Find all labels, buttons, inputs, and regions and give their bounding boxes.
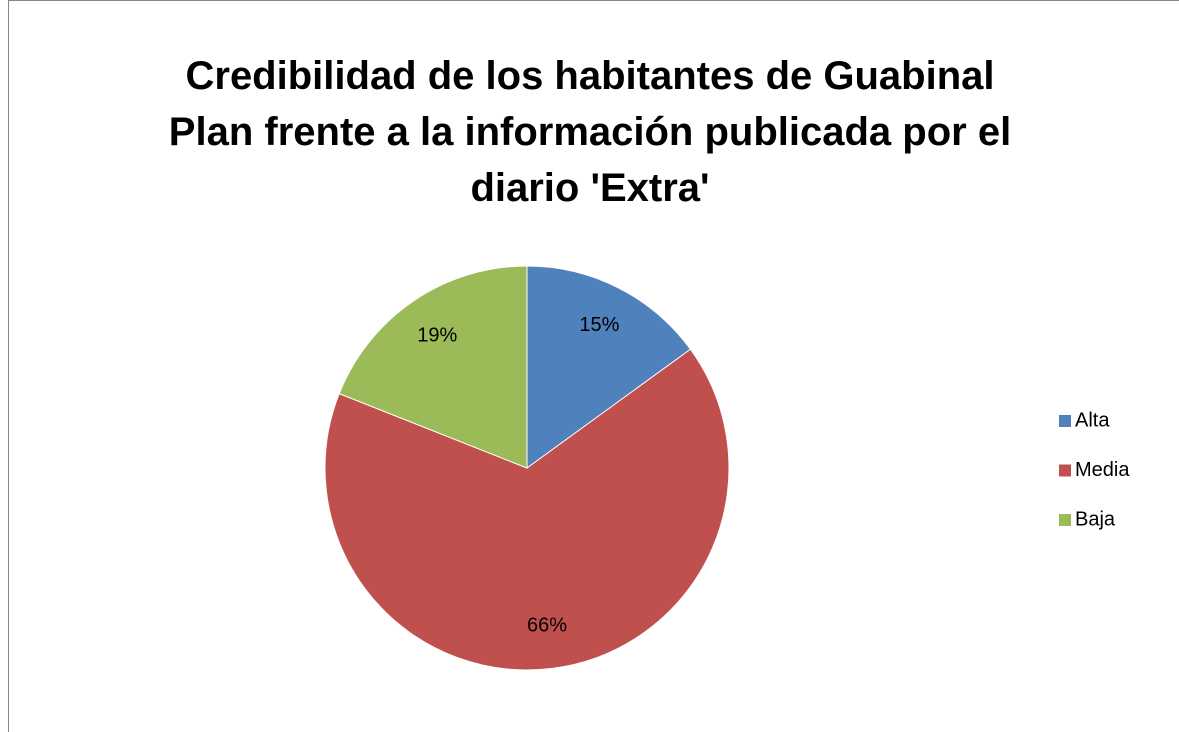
legend-swatch: [1059, 415, 1071, 427]
legend-label: Alta: [1075, 409, 1110, 431]
legend-swatch: [1059, 514, 1071, 526]
legend-label: Baja: [1075, 508, 1116, 530]
pie-slice: [324, 348, 730, 671]
data-label: 19%: [417, 324, 457, 346]
legend-label: Media: [1075, 459, 1130, 481]
chart-title: Credibilidad de los habitantes de Guabin…: [168, 54, 1012, 210]
legend-swatch: [1059, 464, 1071, 477]
pie-slice: [526, 265, 692, 469]
pie-slice: [338, 265, 528, 469]
data-label: 15%: [579, 314, 619, 336]
data-label: 66%: [527, 615, 567, 637]
chart-frame: [8, 0, 1179, 732]
